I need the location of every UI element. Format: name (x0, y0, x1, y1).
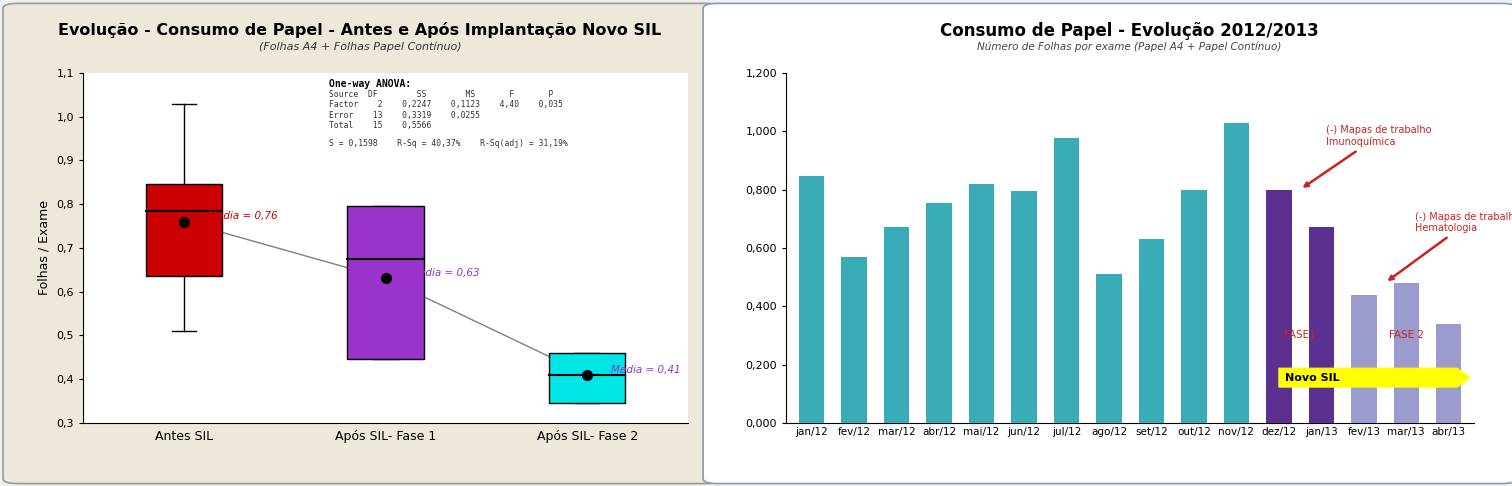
Y-axis label: Folhas / Exame: Folhas / Exame (38, 200, 51, 295)
Bar (1054, 138, 1080, 423)
Bar (1181, 191, 1207, 423)
Bar (348, 206, 423, 359)
Bar (1436, 324, 1462, 423)
Text: Média = 0,76: Média = 0,76 (209, 211, 278, 222)
Bar (1352, 357, 1376, 423)
Text: (-) Mapas de trabalho
Imunoquímica: (-) Mapas de trabalho Imunoquímica (1305, 125, 1430, 187)
Bar (1012, 191, 1037, 423)
Text: (-) Mapas de trabalho
Hematologia: (-) Mapas de trabalho Hematologia (1390, 212, 1512, 279)
Text: Total    15    0,5566: Total 15 0,5566 (330, 121, 431, 130)
Bar (1223, 123, 1249, 423)
Text: (Folhas A4 + Folhas Papel Contínuo): (Folhas A4 + Folhas Papel Contínuo) (259, 41, 461, 52)
Bar (549, 353, 626, 403)
Text: Source  DF        SS        MS       F       P: Source DF SS MS F P (330, 90, 553, 100)
Text: One-way ANOVA:: One-way ANOVA: (330, 80, 411, 89)
Bar (885, 227, 909, 423)
Bar (1266, 357, 1291, 423)
Text: Consumo de Papel - Evolução 2012/2013: Consumo de Papel - Evolução 2012/2013 (940, 22, 1318, 40)
Bar (1308, 227, 1334, 423)
Bar (842, 257, 866, 423)
Bar (1394, 283, 1418, 423)
Text: Número de Folhas por exame (Papel A4 + Papel Contínuo): Número de Folhas por exame (Papel A4 + P… (977, 41, 1282, 52)
Bar (1308, 357, 1334, 423)
Text: S = 0,1598    R-Sq = 40,37%    R-Sq(adj) = 31,19%: S = 0,1598 R-Sq = 40,37% R-Sq(adj) = 31,… (330, 139, 569, 148)
Text: FASE1: FASE1 (1284, 330, 1315, 340)
Bar (969, 184, 995, 423)
Bar (1096, 274, 1122, 423)
Text: FASE 2: FASE 2 (1388, 330, 1424, 340)
Text: Error    13    0,3319    0,0255: Error 13 0,3319 0,0255 (330, 110, 481, 120)
Text: Média = 0,63: Média = 0,63 (410, 268, 479, 278)
Bar (1352, 295, 1376, 423)
Text: Evolução - Consumo de Papel - Antes e Após Implantação Novo SIL: Evolução - Consumo de Papel - Antes e Ap… (59, 22, 661, 38)
Text: Média = 0,41: Média = 0,41 (611, 364, 680, 375)
Bar (1436, 357, 1462, 423)
Bar (145, 185, 222, 276)
Bar (1266, 190, 1291, 423)
Bar (798, 176, 824, 423)
Bar (1139, 239, 1164, 423)
FancyArrow shape (1279, 368, 1470, 387)
Bar (1394, 357, 1418, 423)
Text: Factor    2    0,2247    0,1123    4,40    0,035: Factor 2 0,2247 0,1123 4,40 0,035 (330, 101, 562, 109)
Bar (927, 203, 953, 423)
Text: Novo SIL: Novo SIL (1285, 373, 1340, 382)
